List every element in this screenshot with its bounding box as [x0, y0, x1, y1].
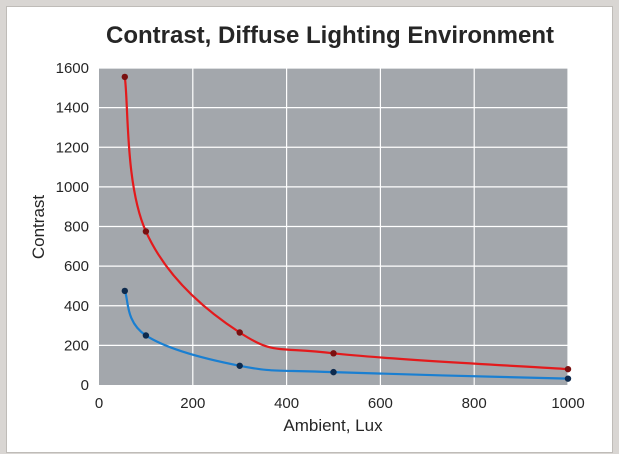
- x-axis-label: Ambient, Lux: [283, 416, 383, 435]
- y-tick-label: 600: [64, 258, 89, 275]
- x-tick-labels: 0 200 400 600 800 1000: [95, 395, 585, 412]
- y-tick-labels: 0 200 400 600 800 1000 1200 1400 1600: [56, 60, 89, 394]
- series-group: [121, 73, 572, 382]
- data-point: [142, 332, 150, 339]
- data-point: [330, 350, 337, 357]
- y-tick-label: 1400: [56, 100, 89, 117]
- data-point: [236, 362, 243, 369]
- x-tick-label: 0: [95, 395, 103, 412]
- grid-lines: [99, 67, 569, 385]
- y-tick-label: 1000: [56, 179, 89, 196]
- x-tick-label: 1000: [551, 395, 584, 412]
- x-tick-label: 600: [368, 395, 393, 412]
- data-point: [121, 287, 128, 295]
- data-point: [236, 329, 243, 336]
- data-point: [564, 365, 572, 373]
- data-point: [142, 228, 150, 235]
- chart-frame: Contrast, Diffuse Lighting Environment 0…: [6, 6, 613, 453]
- x-tick-label: 400: [274, 395, 299, 412]
- x-tick-label: 200: [180, 395, 205, 412]
- data-point: [121, 73, 128, 81]
- x-tick-label: 800: [462, 395, 487, 412]
- y-tick-label: 0: [81, 377, 89, 394]
- y-axis-label: Contrast: [29, 195, 48, 260]
- y-tick-label: 1600: [56, 60, 89, 77]
- y-tick-label: 400: [64, 298, 89, 315]
- y-tick-label: 200: [64, 337, 89, 354]
- y-tick-label: 1200: [56, 139, 89, 156]
- y-tick-label: 800: [64, 219, 89, 236]
- data-point: [330, 368, 337, 376]
- chart-svg: Contrast, Diffuse Lighting Environment 0…: [29, 22, 585, 435]
- chart-title: Contrast, Diffuse Lighting Environment: [106, 22, 554, 49]
- data-point: [564, 375, 572, 382]
